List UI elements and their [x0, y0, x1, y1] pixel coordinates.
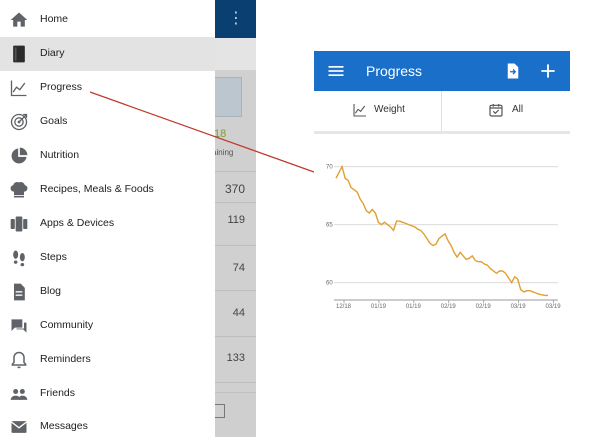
- nav-item-label: Blog: [40, 285, 62, 297]
- nav-item-steps[interactable]: Steps: [0, 241, 215, 275]
- divider: [215, 202, 256, 203]
- nav-item-progress[interactable]: Progress: [0, 71, 215, 105]
- nav-item-label: Recipes, Meals & Foods: [40, 183, 154, 195]
- y-tick-label: 60: [326, 281, 333, 287]
- remaining-label: aining: [212, 148, 234, 157]
- meal-number: 44: [232, 307, 245, 319]
- nav-item-label: Messages: [40, 420, 88, 432]
- nav-item-reminders[interactable]: Reminders: [0, 343, 215, 377]
- metric-filter-button[interactable]: Weight: [314, 91, 442, 131]
- weight-series-line: [335, 164, 548, 297]
- x-tick-label: 02/19: [476, 304, 492, 310]
- nav-item-community[interactable]: Community: [0, 309, 215, 343]
- devices-icon: [10, 216, 28, 232]
- nav-item-blog[interactable]: Blog: [0, 275, 215, 309]
- summary-number: 370: [224, 182, 245, 196]
- x-tick-label: 01/19: [406, 304, 422, 310]
- filter-bar: Weight All: [314, 91, 570, 132]
- pie-chart-icon: [11, 147, 28, 164]
- hamburger-menu-icon[interactable]: [326, 61, 346, 81]
- metric-filter-label: Weight: [374, 104, 405, 115]
- nav-item-label: Diary: [40, 47, 65, 59]
- diary-icon: [13, 45, 25, 63]
- export-icon[interactable]: [504, 61, 522, 81]
- meal-number: 119: [227, 214, 245, 226]
- y-tick-label: 65: [326, 223, 333, 229]
- nav-item-goals[interactable]: Goals: [0, 105, 215, 139]
- weight-line-chart: 60 65 70 12/18 01/19 01/19 02/19 02/19 03/19 03/…: [326, 164, 562, 310]
- divider: [314, 131, 570, 134]
- chef-hat-icon: [10, 182, 28, 198]
- x-tick-label: 01/19: [371, 304, 387, 310]
- mail-icon: [11, 421, 27, 433]
- range-filter-label: All: [512, 104, 524, 115]
- friends-icon: [10, 389, 28, 400]
- divider: [215, 336, 256, 337]
- meal-number: 133: [226, 352, 245, 364]
- nav-item-label: Apps & Devices: [40, 217, 115, 229]
- nav-item-nutrition[interactable]: Nutrition: [0, 139, 215, 173]
- footsteps-icon: [13, 250, 25, 267]
- divider: [215, 245, 256, 246]
- nav-item-label: Goals: [40, 115, 68, 127]
- nav-item-label: Friends: [40, 387, 76, 399]
- nav-item-label: Home: [40, 13, 69, 25]
- y-tick-label: 70: [326, 165, 333, 171]
- nav-item-home[interactable]: Home: [0, 3, 215, 37]
- x-tick-label: 02/19: [441, 304, 457, 310]
- add-icon[interactable]: [538, 61, 558, 81]
- line-chart-icon: [353, 104, 366, 117]
- remaining-value: 18: [214, 128, 227, 140]
- divider: [215, 171, 256, 172]
- page-title: Progress: [366, 63, 423, 79]
- nav-item-label: Steps: [40, 251, 67, 263]
- community-chat-icon: [11, 319, 27, 333]
- goals-target-icon: [10, 113, 28, 131]
- progress-app-bar: Progress: [314, 51, 570, 91]
- navigation-drawer: Home Diary Progress Goals Nutrition Reci…: [0, 0, 215, 437]
- nav-item-label: Progress: [40, 81, 83, 93]
- divider: [215, 382, 256, 383]
- date-range-filter-button[interactable]: All: [442, 91, 570, 131]
- progress-chart-icon: [10, 80, 27, 97]
- bell-icon: [11, 351, 27, 369]
- calendar-icon: [489, 104, 503, 117]
- overflow-menu-icon: ⋮: [228, 10, 244, 27]
- nav-item-label: Reminders: [40, 353, 91, 365]
- progress-screen: Progress Weight All 60 65 70 12/18 01/19 01/…: [314, 51, 570, 313]
- x-tick-label: 03/19: [546, 304, 562, 310]
- home-icon: [10, 12, 28, 27]
- nav-item-label: Nutrition: [40, 149, 80, 161]
- nav-item-messages[interactable]: Messages: [0, 410, 215, 444]
- x-tick-label: 03/19: [511, 304, 527, 310]
- x-tick-label: 12/18: [336, 304, 352, 310]
- nav-item-friends[interactable]: Friends: [0, 377, 215, 411]
- blog-document-icon: [14, 283, 25, 301]
- nav-item-recipes[interactable]: Recipes, Meals & Foods: [0, 173, 215, 207]
- nav-item-diary[interactable]: Diary: [0, 37, 215, 71]
- nav-item-apps-devices[interactable]: Apps & Devices: [0, 207, 215, 241]
- meal-number: 74: [232, 262, 245, 274]
- nav-item-label: Community: [40, 319, 94, 331]
- divider: [215, 290, 256, 291]
